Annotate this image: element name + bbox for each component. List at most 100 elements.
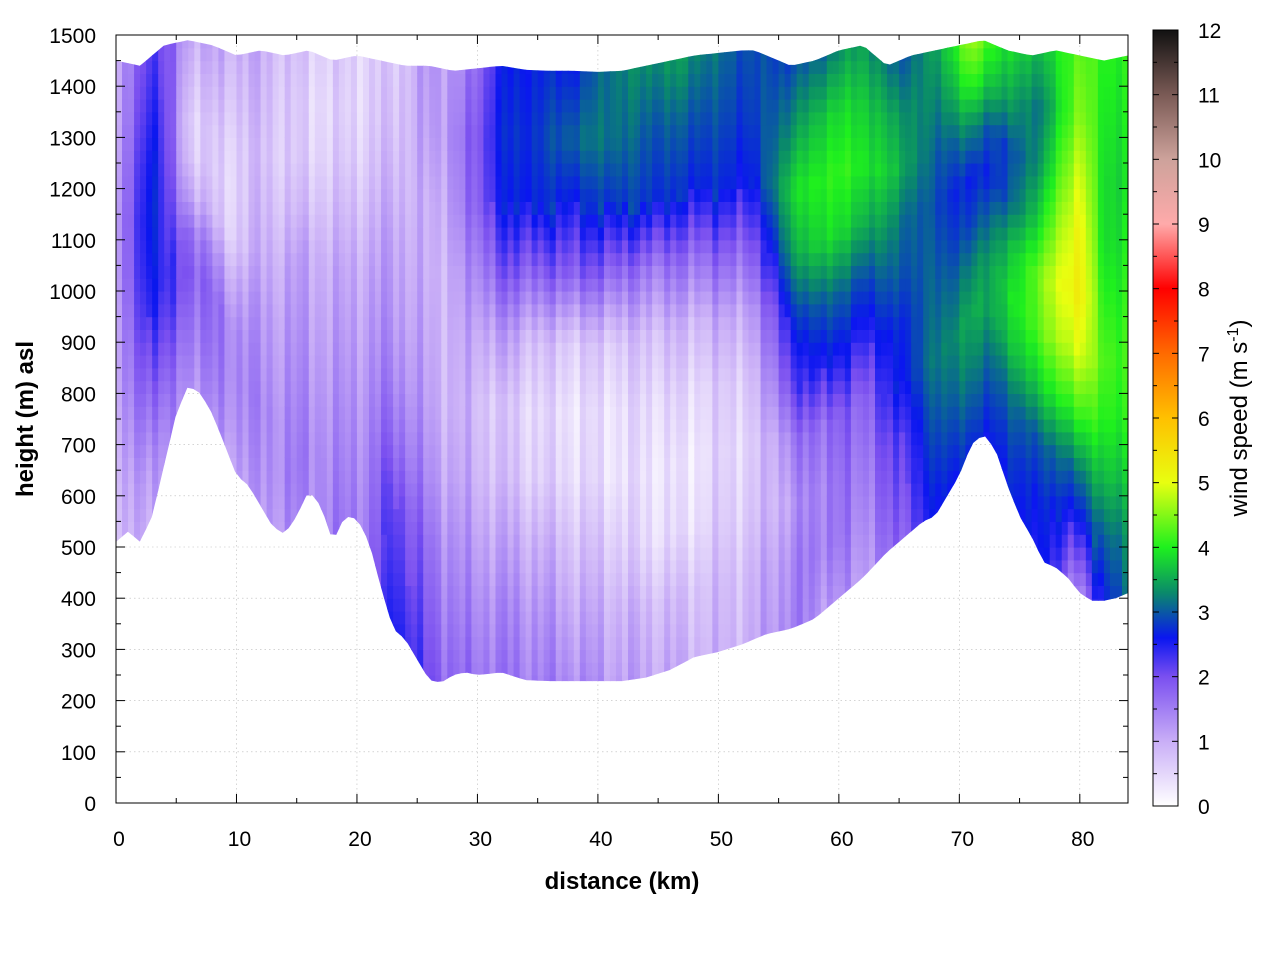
field-cell — [362, 444, 370, 458]
field-cell — [519, 470, 527, 484]
field-cell — [429, 547, 436, 561]
field-cell — [615, 483, 623, 497]
field-cell — [694, 227, 701, 241]
field-cell — [579, 495, 587, 510]
field-cell — [387, 367, 394, 382]
field-cell — [417, 457, 424, 471]
field-cell — [603, 623, 611, 638]
field-cell — [453, 675, 460, 682]
field-cell — [344, 188, 352, 202]
field-cell — [435, 444, 442, 458]
field-cell — [712, 291, 719, 305]
field-cell — [489, 367, 497, 382]
field-cell — [519, 675, 527, 682]
field-cell — [646, 636, 653, 650]
field-cell — [555, 316, 563, 330]
field-cell — [495, 419, 503, 433]
field-cell — [465, 547, 472, 561]
field-cell — [405, 316, 412, 330]
field-cell — [501, 124, 509, 138]
field-cell — [134, 99, 141, 113]
field-cell — [387, 86, 394, 100]
field-cell — [284, 406, 292, 420]
field-cell — [483, 623, 491, 638]
field-cell — [664, 73, 671, 87]
field-cell — [116, 355, 123, 369]
field-cell — [694, 457, 701, 471]
field-cell — [164, 137, 171, 151]
field-cell — [146, 175, 153, 190]
field-cell — [561, 431, 569, 446]
field-cell — [537, 547, 545, 561]
field-cell — [152, 483, 159, 497]
field-cell — [272, 111, 280, 126]
field-cell — [766, 239, 774, 254]
field-cell — [314, 278, 322, 292]
field-cell — [260, 508, 268, 522]
field-cell — [615, 137, 623, 151]
field-cell — [278, 201, 286, 215]
field-cell — [200, 124, 207, 138]
field-cell — [308, 239, 316, 254]
field-cell — [447, 688, 454, 701]
field-cell — [555, 47, 563, 62]
field-cell — [646, 508, 653, 522]
field-cell — [423, 431, 430, 446]
field-cell — [465, 329, 472, 343]
field-cell — [308, 163, 316, 177]
field-cell — [766, 291, 774, 305]
field-cell — [615, 73, 623, 87]
field-cell — [152, 175, 159, 190]
field-cell — [640, 150, 647, 164]
field-cell — [146, 227, 153, 241]
field-cell — [688, 40, 695, 49]
field-cell — [417, 521, 424, 535]
field-cell — [670, 239, 677, 254]
field-cell — [495, 521, 503, 535]
field-cell — [248, 393, 256, 407]
field-cell — [501, 265, 509, 279]
field-cell — [447, 201, 454, 215]
field-cell — [664, 623, 671, 638]
field-cell — [513, 572, 521, 586]
field-cell — [670, 303, 677, 318]
field-cell — [441, 393, 448, 407]
field-cell — [326, 419, 334, 433]
field-cell — [230, 470, 238, 484]
field-cell — [543, 611, 551, 625]
field-cell — [152, 40, 159, 49]
field-cell — [634, 547, 641, 561]
field-cell — [314, 150, 322, 164]
field-cell — [591, 175, 599, 190]
field-cell — [459, 111, 466, 126]
field-cell — [453, 393, 460, 407]
field-cell — [718, 598, 725, 612]
field-cell — [628, 688, 635, 701]
field-cell — [128, 393, 135, 407]
field-cell — [772, 598, 780, 612]
field-cell — [519, 483, 527, 497]
field-cell — [260, 470, 268, 484]
field-cell — [736, 252, 744, 266]
field-cell — [248, 431, 256, 446]
field-cell — [152, 470, 159, 484]
field-cell — [266, 124, 274, 138]
field-cell — [694, 303, 701, 318]
field-cell — [284, 470, 292, 484]
field-cell — [573, 406, 581, 420]
field-cell — [356, 137, 364, 151]
field-cell — [730, 483, 738, 497]
field-cell — [381, 99, 388, 113]
field-cell — [754, 150, 762, 164]
field-cell — [718, 252, 725, 266]
field-cell — [405, 137, 412, 151]
field-cell — [459, 675, 466, 682]
field-cell — [609, 675, 617, 682]
field-cell — [332, 393, 340, 407]
field-cell — [760, 457, 768, 471]
field-cell — [597, 585, 605, 599]
field-cell — [664, 483, 671, 497]
field-cell — [128, 60, 135, 74]
field-cell — [507, 431, 515, 446]
field-cell — [658, 380, 665, 394]
